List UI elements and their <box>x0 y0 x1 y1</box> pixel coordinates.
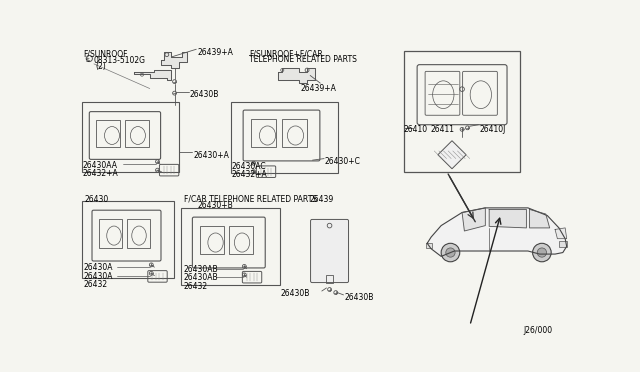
Text: 26439+A: 26439+A <box>301 84 337 93</box>
Text: 26430AA: 26430AA <box>83 161 117 170</box>
Text: 26430AC: 26430AC <box>232 162 266 171</box>
Bar <box>231 102 338 173</box>
Polygon shape <box>278 68 315 83</box>
Text: 26430B: 26430B <box>344 294 374 302</box>
Text: 26430B: 26430B <box>189 90 219 99</box>
Text: F/SUNROOF+F/CAR: F/SUNROOF+F/CAR <box>249 49 323 58</box>
Text: 26439+A: 26439+A <box>198 48 234 57</box>
Text: F/CAR TELEPHONE RELATED PARTS: F/CAR TELEPHONE RELATED PARTS <box>184 195 317 204</box>
Text: F/SUNROOF: F/SUNROOF <box>83 49 127 58</box>
Bar <box>83 102 179 172</box>
Text: 26432: 26432 <box>84 280 108 289</box>
Polygon shape <box>134 70 172 80</box>
Text: 26430AB: 26430AB <box>184 273 218 282</box>
Bar <box>180 208 280 285</box>
Text: J26/000: J26/000 <box>524 326 553 335</box>
Polygon shape <box>489 209 527 228</box>
Text: TELEPHONE RELATED PARTS: TELEPHONE RELATED PARTS <box>249 55 357 64</box>
Bar <box>251 119 276 147</box>
Polygon shape <box>555 228 566 239</box>
Text: 26439: 26439 <box>309 195 333 204</box>
Bar <box>99 219 122 247</box>
Text: S: S <box>86 58 90 62</box>
Bar <box>125 120 149 147</box>
Bar <box>83 201 174 278</box>
Bar <box>200 226 224 254</box>
Text: 26430+C: 26430+C <box>325 157 361 166</box>
Bar <box>127 219 150 247</box>
Polygon shape <box>462 208 485 231</box>
Bar <box>404 51 520 173</box>
Text: 26432+A: 26432+A <box>232 170 268 179</box>
Text: 26411: 26411 <box>430 125 454 135</box>
Text: 26432: 26432 <box>184 282 208 291</box>
Text: 26430AB: 26430AB <box>184 265 218 274</box>
FancyBboxPatch shape <box>310 219 349 283</box>
Bar <box>96 120 120 147</box>
Text: 26430: 26430 <box>84 195 109 204</box>
Text: 26410J: 26410J <box>479 125 506 134</box>
Bar <box>282 119 307 147</box>
Bar <box>229 226 253 254</box>
Bar <box>426 243 432 248</box>
Polygon shape <box>529 209 550 228</box>
Text: 26430+B: 26430+B <box>198 201 234 210</box>
Text: 26430B: 26430B <box>280 289 309 298</box>
Text: (2): (2) <box>95 62 106 71</box>
Text: 26430A: 26430A <box>84 263 113 272</box>
Circle shape <box>446 248 455 257</box>
Text: 26430+A: 26430+A <box>193 151 229 160</box>
Polygon shape <box>428 208 566 256</box>
Circle shape <box>532 243 551 262</box>
Text: 26410: 26410 <box>404 125 428 135</box>
Polygon shape <box>438 141 466 169</box>
Bar <box>559 241 566 247</box>
Bar <box>326 275 333 283</box>
Polygon shape <box>161 52 187 68</box>
Circle shape <box>537 248 547 257</box>
Text: 26432+A: 26432+A <box>83 169 118 177</box>
Text: 26430A: 26430A <box>84 272 113 281</box>
Text: 08313-5102G: 08313-5102G <box>94 56 146 65</box>
Circle shape <box>441 243 460 262</box>
